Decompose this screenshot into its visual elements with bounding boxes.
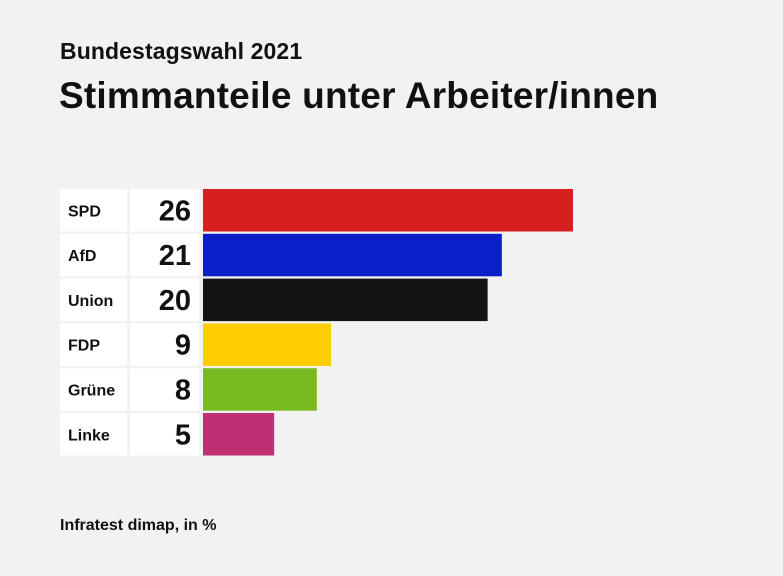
- row-value-cell: [130, 233, 199, 277]
- row-label-cell: [60, 278, 127, 322]
- row-label-cell: [60, 323, 127, 366]
- category-label-spd: SPD: [68, 203, 101, 220]
- row-label-cell: [60, 368, 127, 411]
- row-label-cell: [60, 233, 127, 277]
- row-label-cell: [60, 413, 127, 456]
- row-value-cell: [130, 413, 199, 456]
- category-label-linke: Linke: [68, 427, 110, 444]
- value-label-spd: 26: [159, 195, 191, 227]
- chart-title: Stimmanteile unter Arbeiter/innen: [59, 75, 659, 116]
- category-label-gr-ne: Grüne: [68, 382, 115, 399]
- row-label-cell: [60, 189, 127, 232]
- value-label-fdp: 9: [175, 330, 191, 362]
- category-label-union: Union: [68, 293, 113, 310]
- category-label-fdp: FDP: [68, 338, 100, 355]
- bar-spd: [203, 189, 573, 232]
- bar-union: [203, 278, 488, 322]
- row-value-cell: [130, 368, 199, 411]
- chart-supertitle: Bundestagswahl 2021: [60, 38, 303, 64]
- category-label-afd: AfD: [68, 248, 96, 265]
- value-label-union: 20: [159, 285, 191, 317]
- bar-afd: [203, 233, 502, 277]
- row-value-cell: [130, 323, 199, 366]
- row-value-cell: [130, 278, 199, 322]
- value-label-afd: 21: [159, 240, 191, 272]
- bar-linke: [203, 413, 275, 456]
- bar-gr-ne: [203, 368, 317, 411]
- row-value-cell: [130, 189, 199, 232]
- value-label-gr-ne: 8: [175, 374, 191, 406]
- source-note: Infratest dimap, in %: [60, 517, 217, 534]
- value-label-linke: 5: [175, 419, 191, 451]
- bar-fdp: [203, 323, 332, 366]
